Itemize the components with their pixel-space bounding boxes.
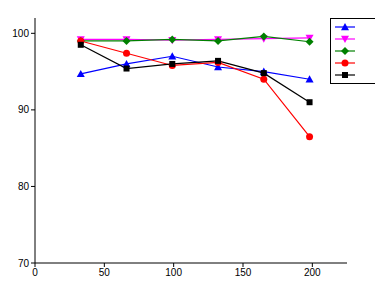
svg-text:90: 90: [18, 104, 30, 115]
svg-text:200: 200: [304, 267, 321, 278]
svg-text:50: 50: [99, 267, 111, 278]
svg-text:80: 80: [18, 181, 30, 192]
svg-text:100: 100: [165, 267, 182, 278]
svg-text:100: 100: [12, 28, 29, 39]
svg-text:0: 0: [32, 267, 38, 278]
svg-text:150: 150: [235, 267, 252, 278]
svg-text:70: 70: [18, 258, 30, 269]
